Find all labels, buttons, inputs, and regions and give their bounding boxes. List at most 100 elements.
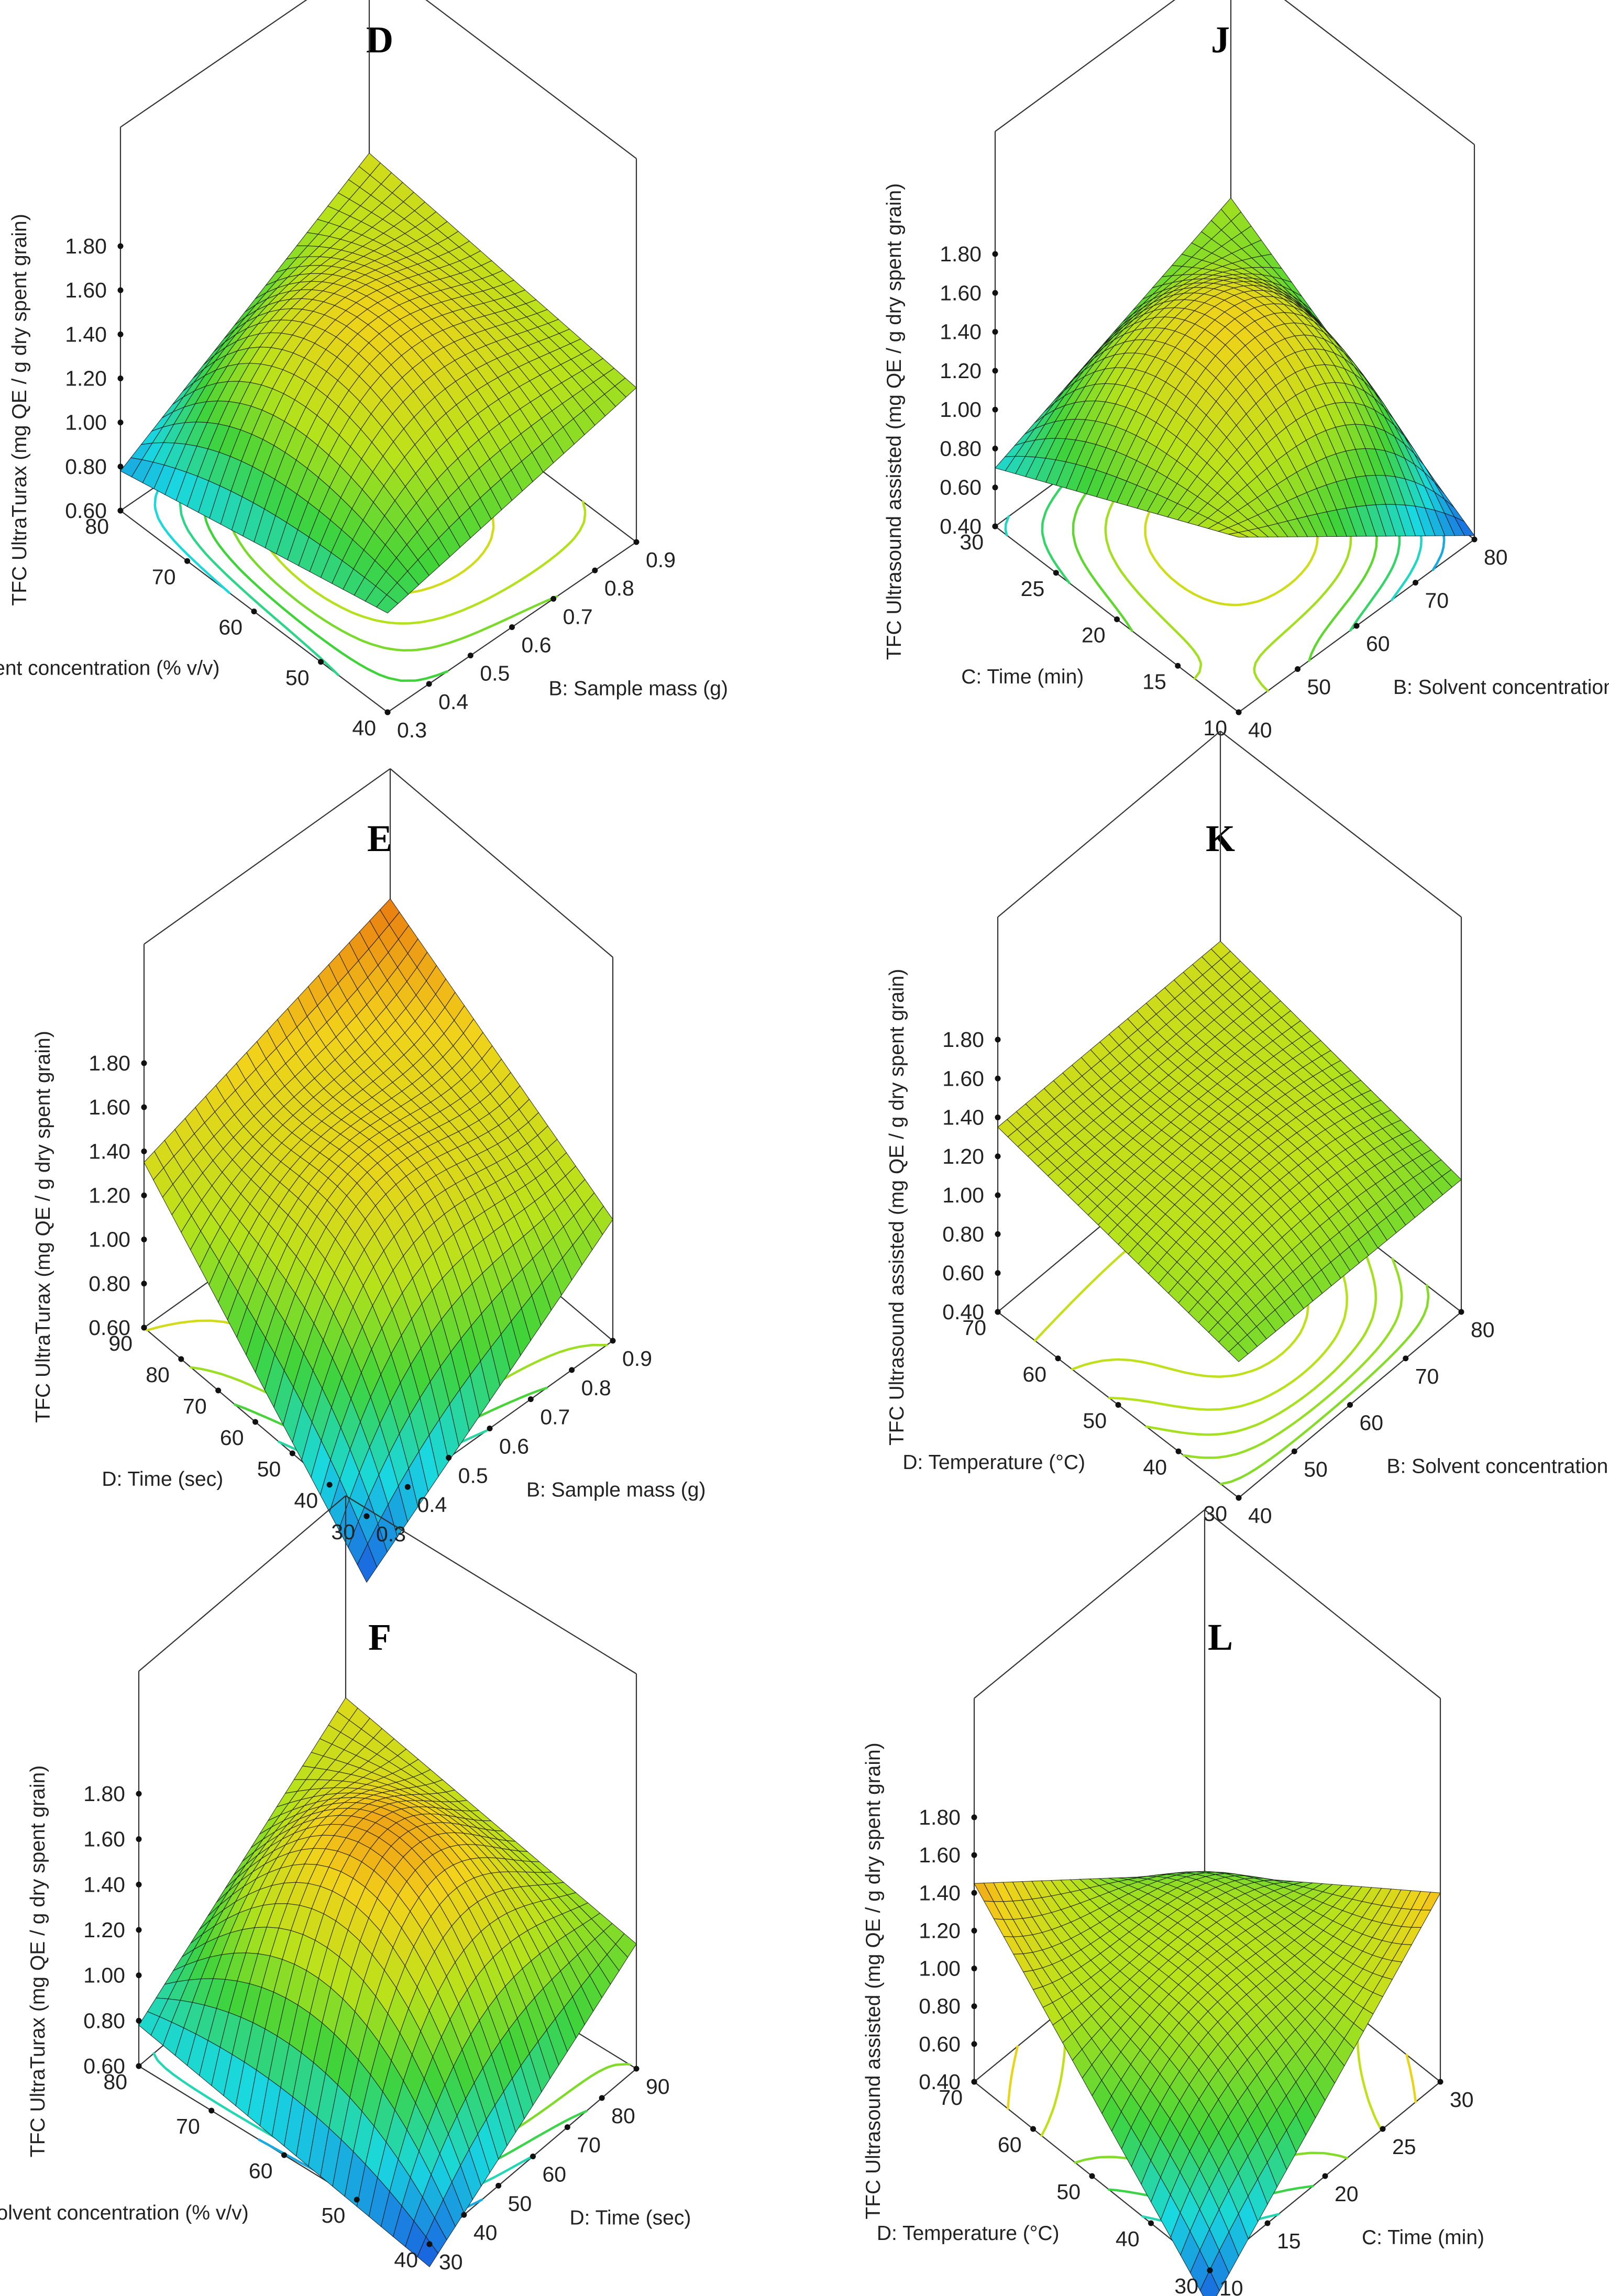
surface-cell xyxy=(417,2236,439,2268)
x-tick-label: 0.6 xyxy=(522,633,552,657)
y-axis-label: D: Temperature (°C) xyxy=(877,2222,1060,2245)
y-tick-label: 70 xyxy=(183,1394,207,1418)
y-tick-mark xyxy=(426,2241,433,2247)
x-axis-label: B: Sample mass (g) xyxy=(549,678,728,700)
y-tick-mark xyxy=(363,1513,370,1519)
z-tick-mark xyxy=(971,1814,977,1820)
y-tick-mark xyxy=(178,1356,184,1362)
z-tick-label: 1.20 xyxy=(940,359,982,383)
y-axis: 10 15 20 25 30 C: Time (min) xyxy=(960,523,1242,740)
z-tick-label: 0.80 xyxy=(89,1272,130,1296)
panel-letter: F xyxy=(368,1616,391,1658)
y-tick-label: 10 xyxy=(1203,716,1227,740)
y-tick-label: 70 xyxy=(176,2114,200,2138)
z-tick-label: 1.00 xyxy=(942,1183,984,1207)
y-tick-mark xyxy=(318,659,324,665)
y-tick-mark xyxy=(1236,709,1242,715)
z-tick-mark xyxy=(971,1852,977,1858)
z-tick-mark xyxy=(971,1966,977,1972)
x-tick-label: 30 xyxy=(439,2250,463,2274)
z-tick-mark xyxy=(136,1927,142,1933)
z-tick-label: 0.60 xyxy=(940,476,982,500)
z-tick-label: 1.80 xyxy=(89,1051,130,1075)
z-tick-mark xyxy=(992,445,998,451)
z-tick-label: 0.60 xyxy=(942,1261,984,1285)
z-axis-label: TFC Ultrasound assisted (mg QE / g dry s… xyxy=(886,969,908,1445)
x-axis: 30 40 50 60 70 80 90 D: Time (sec) xyxy=(426,2066,691,2274)
z-tick-mark xyxy=(141,1237,147,1243)
z-tick-label: 1.80 xyxy=(940,242,982,266)
y-tick-label: 30 xyxy=(331,1520,355,1544)
z-axis: 0.40 0.60 0.80 1.00 1.20 1.40 1.60 1.80 TFC Ultr… xyxy=(883,183,998,660)
y-tick-mark xyxy=(1030,2126,1036,2132)
x-tick-label: 80 xyxy=(1471,1318,1495,1342)
x-tick-mark xyxy=(527,1396,534,1403)
y-tick-label: 70 xyxy=(152,565,176,589)
y-tick-mark xyxy=(995,1309,1001,1315)
x-tick-label: 70 xyxy=(1425,589,1449,613)
y-tick-label: 15 xyxy=(1142,669,1166,693)
x-tick-label: 60 xyxy=(1360,1411,1384,1435)
x-axis-label: B: Solvent concentration (% v/v) xyxy=(1393,676,1609,699)
x-tick-mark xyxy=(1458,1309,1464,1315)
z-tick-label: 1.80 xyxy=(919,1805,961,1829)
x-tick-mark xyxy=(530,2154,536,2159)
x-tick-mark xyxy=(1437,2079,1443,2085)
response-surface xyxy=(144,898,613,1583)
z-tick-mark xyxy=(971,2041,977,2047)
z-tick-label: 1.80 xyxy=(942,1028,984,1052)
response-surface xyxy=(974,1871,1441,2296)
y-tick-mark xyxy=(141,1324,147,1331)
y-tick-mark xyxy=(136,2063,142,2069)
y-tick-mark xyxy=(1053,570,1059,576)
x-tick-mark xyxy=(550,595,557,602)
y-tick-mark xyxy=(251,609,257,614)
z-tick-label: 0.60 xyxy=(919,2032,961,2056)
z-axis: 0.60 0.80 1.00 1.20 1.40 1.60 1.80 TFC UltraTur… xyxy=(27,1765,142,2157)
y-tick-label: 50 xyxy=(1083,1409,1107,1433)
z-tick-mark xyxy=(117,331,124,337)
x-tick-label: 50 xyxy=(508,2191,532,2215)
z-tick-label: 0.40 xyxy=(942,1300,984,1324)
z-tick-mark xyxy=(136,2017,142,2024)
y-tick-label: 40 xyxy=(1143,1455,1167,1479)
x-tick-label: 0.5 xyxy=(480,661,510,686)
y-tick-mark xyxy=(281,2152,287,2158)
z-tick-mark xyxy=(117,420,124,426)
panel-letter: D xyxy=(366,19,393,61)
z-tick-label: 1.80 xyxy=(65,234,107,258)
y-tick-mark xyxy=(1148,2220,1154,2226)
response-surface xyxy=(997,941,1462,1362)
z-tick-mark xyxy=(117,376,124,381)
z-tick-label: 1.40 xyxy=(942,1106,984,1130)
z-axis: 0.40 0.60 0.80 1.00 1.20 1.40 1.60 1.80 TFC Ultr… xyxy=(862,1742,977,2220)
z-tick-label: 1.40 xyxy=(940,320,982,344)
y-tick-label: 40 xyxy=(294,1488,318,1513)
y-tick-label: 40 xyxy=(1116,2227,1140,2251)
x-tick-mark xyxy=(1471,536,1478,543)
z-tick-label: 1.20 xyxy=(89,1184,130,1208)
x-tick-label: 70 xyxy=(1415,1364,1439,1388)
x-tick-label: 0.7 xyxy=(563,604,593,628)
x-tick-label: 40 xyxy=(473,2221,498,2245)
x-axis: 40 50 60 70 80 B: Solvent concentration (% v/… xyxy=(1236,1309,1609,1528)
top-edge-left xyxy=(974,1509,1205,1699)
y-tick-label: 60 xyxy=(249,2159,273,2183)
y-tick-mark xyxy=(252,1419,258,1425)
z-tick-mark xyxy=(141,1148,147,1154)
x-tick-mark xyxy=(461,2212,467,2218)
x-axis-label: B: Sample mass (g) xyxy=(526,1479,706,1502)
z-tick-label: 0.80 xyxy=(65,455,107,479)
z-tick-label: 1.60 xyxy=(919,1843,961,1867)
z-tick-label: 1.40 xyxy=(83,1872,125,1896)
top-edge-right xyxy=(1204,1509,1441,1699)
z-tick-label: 1.20 xyxy=(65,367,107,391)
y-axis-label: D: Temperature (°C) xyxy=(902,1451,1085,1474)
top-edge-right xyxy=(1220,731,1462,918)
x-axis-label: C: Time (min) xyxy=(1362,2226,1484,2249)
x-tick-mark xyxy=(564,2124,570,2131)
y-tick-label: 60 xyxy=(998,2133,1022,2157)
z-tick-mark xyxy=(995,1270,1001,1276)
y-tick-mark xyxy=(1114,616,1120,622)
